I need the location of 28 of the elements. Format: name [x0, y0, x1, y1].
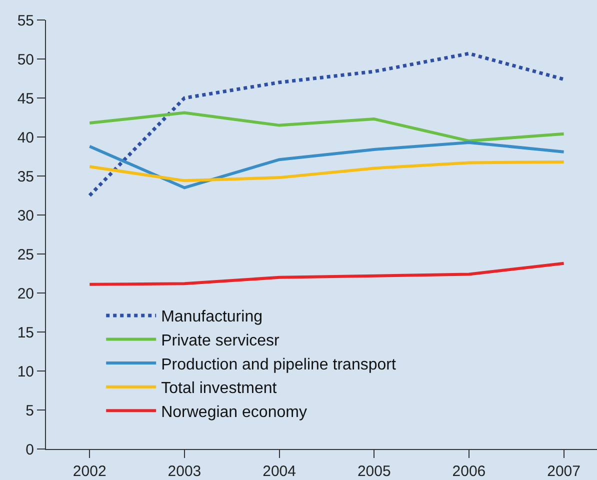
legend-label: Norwegian economy [161, 404, 307, 421]
legend-label: Total investment [161, 380, 278, 398]
legend-label: Manufacturing [161, 308, 262, 326]
y-tick-label: 20 [17, 285, 34, 302]
y-tick-label: 55 [17, 12, 34, 30]
x-tick-label: 2004 [262, 463, 296, 480]
line-series [88, 52, 566, 198]
legend-label: Production and pipeline transport [161, 356, 396, 374]
x-tick-label: 2007 [547, 463, 580, 480]
line-series [88, 111, 566, 142]
x-tick-label: 2006 [452, 463, 486, 480]
y-tick-label: 10 [17, 363, 34, 380]
line-series [88, 262, 566, 286]
y-tick-label: 40 [17, 129, 34, 146]
y-tick-label: 15 [17, 324, 34, 342]
y-tick-label: 35 [17, 168, 34, 186]
x-tick-label: 2005 [357, 463, 391, 480]
y-tick-label: 0 [26, 441, 34, 458]
x-tick-label: 2003 [168, 463, 202, 480]
y-tick-label: 5 [26, 402, 34, 420]
y-tick-label: 50 [17, 51, 34, 68]
line-series [88, 140, 566, 190]
y-tick-label: 45 [17, 90, 34, 108]
line-series [88, 160, 566, 182]
x-tick-label: 2002 [72, 463, 106, 480]
y-tick-label: 30 [17, 207, 34, 224]
y-tick-label: 25 [17, 246, 34, 264]
legend-label: Private servicesr [161, 332, 280, 350]
